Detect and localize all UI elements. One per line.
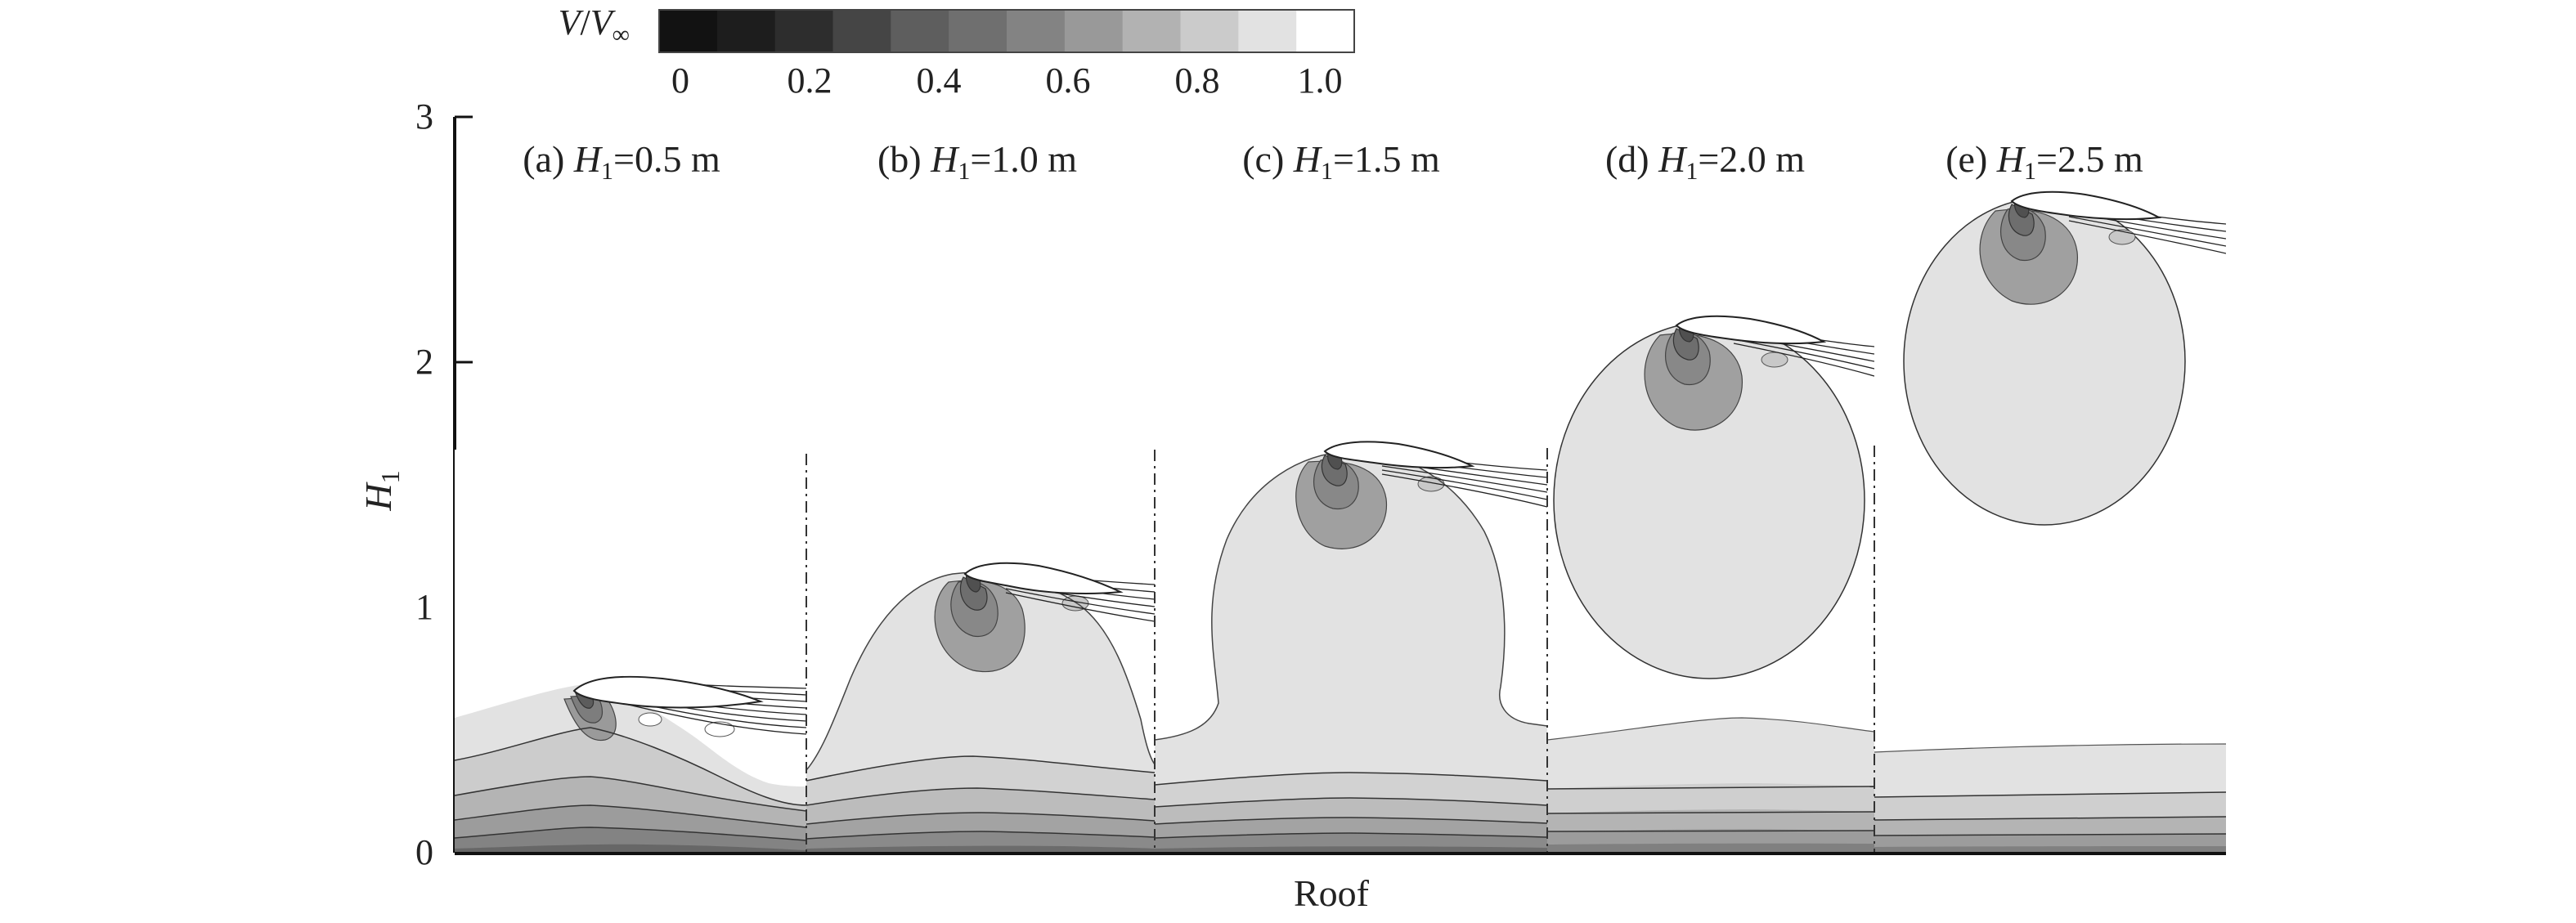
panel-dividers — [806, 446, 1875, 854]
panel-label-b: (b) H1=1.0 m — [877, 138, 1077, 185]
y-tick-label: 1 — [415, 587, 433, 627]
colorbar-cell — [1238, 10, 1297, 52]
colorbar-cell — [832, 10, 891, 52]
colorbar-cell — [774, 10, 834, 52]
panel-b-field — [806, 450, 1155, 854]
colorbar-tick-label: 0.8 — [1175, 60, 1220, 101]
panel-a-field — [455, 450, 806, 854]
panel-d-field — [1547, 294, 1874, 854]
colorbar-cell — [1007, 10, 1066, 52]
colorbar-tick-label: 0.4 — [917, 60, 962, 101]
colorbar-title: V/V∞ — [559, 2, 630, 48]
panel-label-d: (d) H1=2.0 m — [1605, 138, 1805, 185]
colorbar-cell — [1064, 10, 1124, 52]
colorbar-cell — [949, 10, 1008, 52]
colorbar-ticks: 0 0.2 0.4 0.6 0.8 1.0 — [671, 60, 1343, 101]
panel-label-c: (c) H1=1.5 m — [1242, 138, 1440, 185]
y-axis-title: H1 — [357, 470, 405, 511]
x-axis-title: Roof — [1294, 872, 1370, 914]
panel-label-a: (a) H1=0.5 m — [523, 138, 720, 185]
colorbar-cell — [1296, 10, 1355, 52]
colorbar-cell — [716, 10, 776, 52]
colorbar-cell — [1122, 10, 1182, 52]
colorbar-tick-label: 1.0 — [1298, 60, 1343, 101]
colorbar: V/V∞ 0 0.2 0.4 0.6 0.8 1.0 — [559, 2, 1355, 101]
colorbar-cells — [659, 10, 1355, 52]
y-tick-label: 0 — [415, 832, 433, 872]
colorbar-frame — [658, 9, 1355, 53]
colorbar-tick-label: 0.6 — [1046, 60, 1091, 101]
panel-c-field — [1155, 425, 1547, 854]
colorbar-tick-label: 0 — [671, 60, 689, 101]
colorbar-cell — [1180, 10, 1239, 52]
y-tick-label: 2 — [415, 342, 433, 382]
colorbar-cell — [659, 10, 718, 52]
panel-e-field — [1874, 180, 2226, 854]
colorbar-tick-label: 0.2 — [788, 60, 832, 101]
panel-label-e: (e) H1=2.5 m — [1945, 138, 2143, 185]
colorbar-cell — [891, 10, 949, 52]
y-tick-label: 3 — [415, 96, 433, 137]
